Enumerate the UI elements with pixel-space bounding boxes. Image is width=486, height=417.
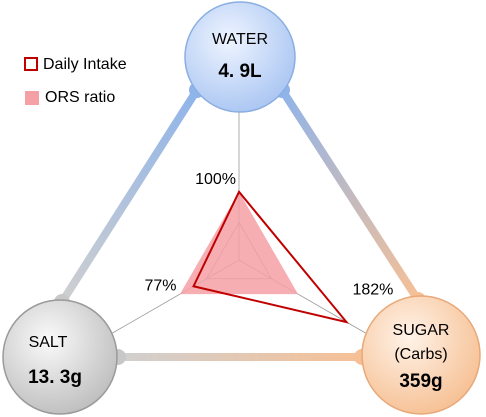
axis-label: SUGAR xyxy=(393,322,450,339)
legend: Daily Intake ORS ratio xyxy=(24,56,127,106)
axis-amount: 359g xyxy=(399,371,442,392)
plot: 100% 182% 77% xyxy=(108,110,393,336)
axis-amount: 4. 9L xyxy=(218,61,262,82)
axis-label: WATER xyxy=(212,31,268,48)
data-label: 100% xyxy=(195,171,236,188)
axis-note: (Carbs) xyxy=(394,346,447,363)
legend-label: ORS ratio xyxy=(45,89,115,106)
line xyxy=(192,189,350,324)
axis-label: SALT xyxy=(29,334,68,351)
legend-swatch xyxy=(25,91,39,105)
data-label: 77% xyxy=(145,277,177,294)
legend-swatch xyxy=(24,57,38,71)
data-label: 182% xyxy=(352,281,393,298)
legend-label: Daily Intake xyxy=(43,56,127,73)
nodes: WATER 4. 9L SUGAR (Carbs) 359g SALT 13. … xyxy=(2,1,481,415)
area xyxy=(179,191,299,295)
axis-amount: 13. 3g xyxy=(28,367,82,388)
